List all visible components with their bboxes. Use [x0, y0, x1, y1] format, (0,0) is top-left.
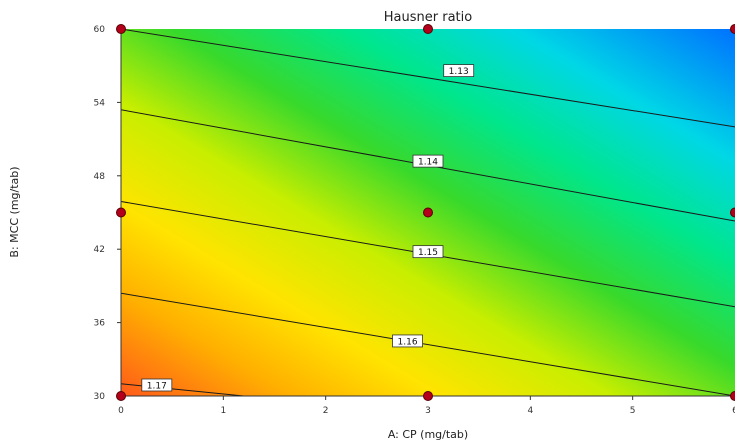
contour-label-box	[443, 64, 475, 77]
y-tick-label: 42	[94, 245, 105, 255]
x-tick-label: 4	[527, 406, 533, 416]
contour-label-text: 1.16	[398, 337, 418, 347]
contour-label-text: 1.13	[449, 67, 469, 77]
y-tick-label: 48	[94, 172, 106, 182]
contour-line-1-13	[121, 29, 735, 128]
x-tick-label: 5	[630, 406, 636, 416]
y-tick-label: 30	[94, 392, 106, 402]
y-tick-label: 54	[94, 98, 106, 108]
x-tick-label: 3	[425, 406, 431, 416]
contour-label: 1.16	[392, 334, 423, 348]
design-point	[730, 207, 735, 218]
design-point	[730, 24, 735, 34]
x-tick-label: 2	[323, 406, 329, 416]
design-point	[116, 207, 126, 218]
x-tick-label: 6	[732, 406, 735, 416]
contour-labels: 1.13 1.14 1.15 1.16 1.17	[141, 64, 475, 392]
contour-label-text: 1.17	[147, 381, 167, 391]
design-point	[116, 24, 126, 34]
y-tick-label: 60	[94, 25, 106, 35]
design-point	[423, 207, 433, 218]
design-points	[116, 24, 735, 401]
contour-line-1-16	[121, 292, 735, 396]
design-point	[423, 24, 433, 34]
contour-label-box	[392, 334, 423, 348]
contour-label: 1.13	[443, 64, 475, 77]
design-point	[116, 391, 126, 401]
x-axis-ticks: 0 1 2 3 4 5 6	[118, 396, 735, 416]
design-point	[730, 391, 735, 401]
contour-label-text: 1.14	[418, 158, 438, 168]
chart-title: Hausner ratio	[384, 10, 472, 25]
contour-label-box	[412, 154, 444, 168]
design-point	[423, 391, 433, 401]
x-tick-label: 1	[220, 406, 226, 416]
contour-label: 1.17	[141, 378, 173, 392]
x-axis-label: A: CP (mg/tab)	[388, 428, 468, 441]
contour-label: 1.15	[412, 245, 444, 259]
contour-label-text: 1.15	[418, 248, 438, 258]
y-tick-label: 36	[94, 319, 106, 329]
y-axis-label: B: MCC (mg/tab)	[8, 166, 21, 257]
contour-label-box	[141, 378, 173, 392]
y-axis-ticks: 30 36 42 48 54 60	[94, 25, 121, 402]
x-tick-label: 0	[118, 406, 124, 416]
contour-label-box	[412, 245, 444, 259]
contour-label: 1.14	[412, 154, 444, 168]
